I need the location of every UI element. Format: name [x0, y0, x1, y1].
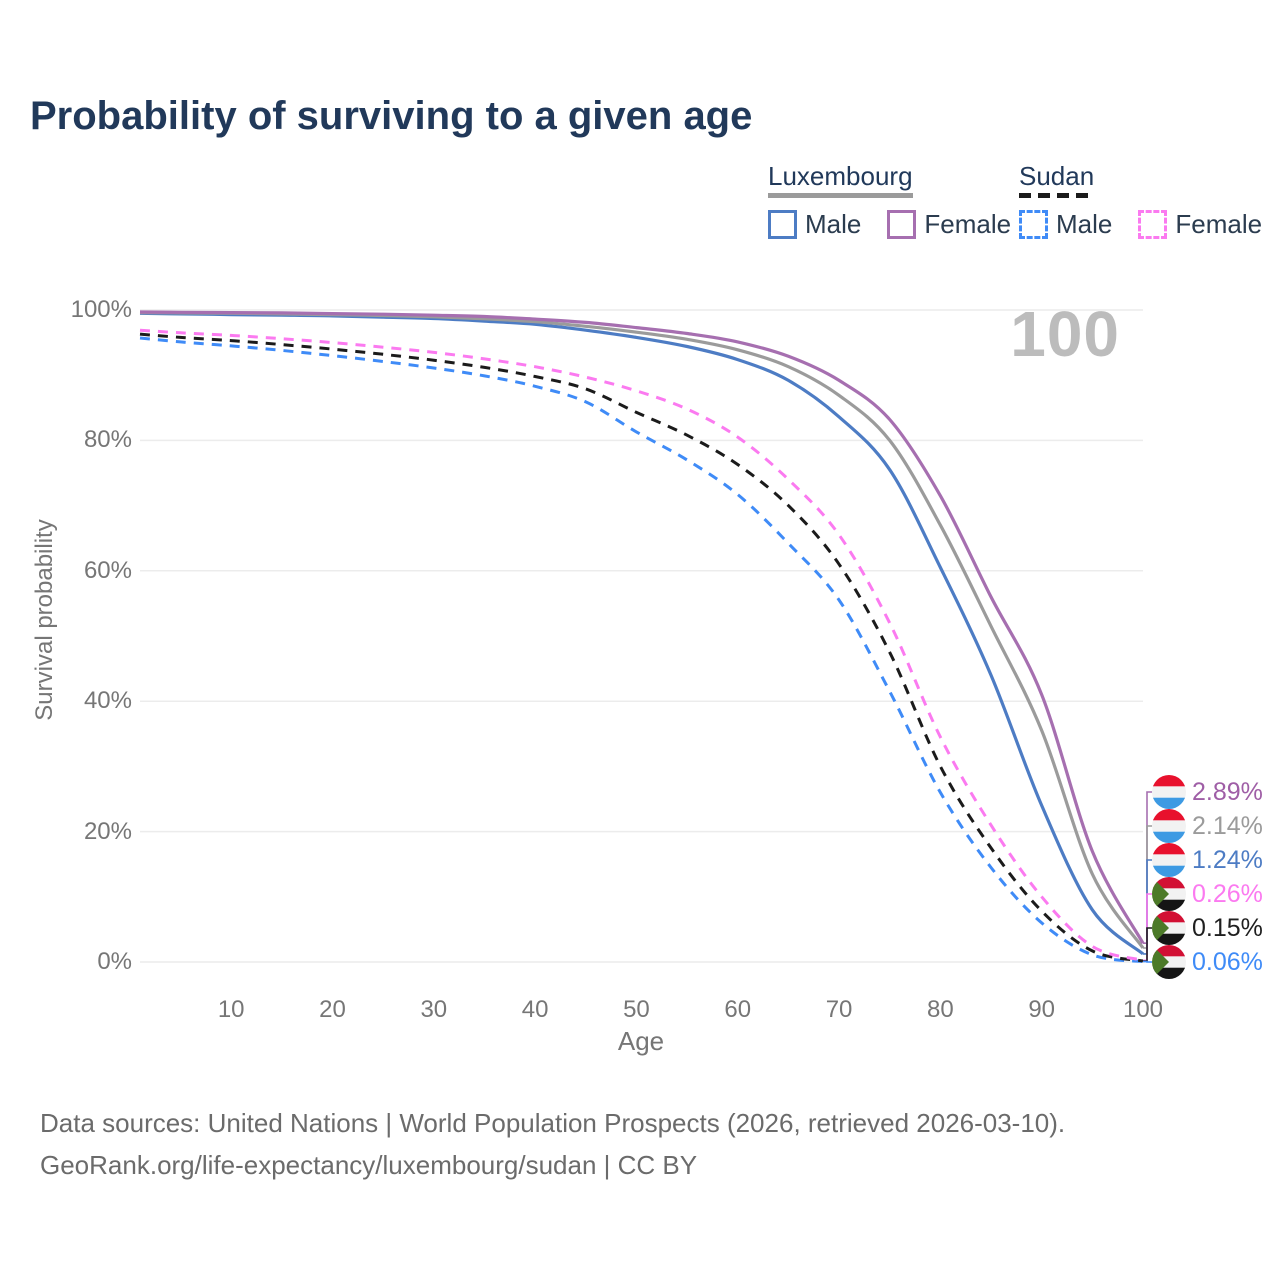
- legend-item-sudan-male[interactable]: Male: [1019, 209, 1112, 240]
- curve-sudan-both-sexes[interactable]: [139, 332, 1144, 963]
- curve-sudan-female[interactable]: [139, 328, 1144, 962]
- hovered-age-watermark: 100: [1010, 298, 1120, 370]
- page-title: Probability of surviving to a given age: [30, 94, 753, 138]
- luxembourg-flag-icon: [1152, 809, 1186, 843]
- end-label-sudan-both-sexes[interactable]: 0.15%: [1152, 911, 1263, 945]
- y-tick-60: 60%: [83, 556, 132, 584]
- legend-item-luxembourg-male[interactable]: Male: [768, 209, 861, 240]
- end-value-label: 0.26%: [1192, 880, 1263, 908]
- legend-item-label: Female: [924, 209, 1012, 239]
- x-tick-100: 100: [1122, 996, 1164, 1023]
- legend-group-luxembourg: Luxembourg Male Female: [768, 162, 1011, 240]
- curve-luxembourg-both-sexes[interactable]: [139, 311, 1145, 949]
- legend-country-header: Sudan: [1019, 161, 1095, 198]
- legend-checkbox-luxembourg-male: [768, 210, 797, 239]
- legend-item-sudan-female[interactable]: Female: [1138, 209, 1262, 240]
- legend-group-sudan: Sudan Male Female: [1019, 162, 1262, 240]
- luxembourg-flag-icon: [1152, 843, 1186, 877]
- end-value-label: 0.15%: [1192, 914, 1263, 942]
- y-tick-80: 80%: [83, 426, 132, 454]
- legend-country-header: Luxembourg: [768, 162, 913, 198]
- leader-line-sudan-both-sexes: [1143, 927, 1152, 962]
- x-tick-30: 30: [420, 996, 448, 1023]
- y-tick-0: 0%: [97, 948, 132, 975]
- legend-linestyle-solid-swatch: [768, 193, 913, 198]
- x-tick-10: 10: [217, 996, 245, 1023]
- luxembourg-flag-icon: [1152, 775, 1186, 809]
- sudan-flag-icon: [1152, 911, 1186, 945]
- end-label-luxembourg-female[interactable]: 2.89%: [1152, 775, 1263, 809]
- end-value-label: 1.24%: [1192, 846, 1263, 874]
- legend-item-label: Female: [1175, 209, 1263, 239]
- end-value-label: 0.06%: [1192, 948, 1263, 976]
- sudan-flag-icon: [1152, 877, 1186, 911]
- legend-linestyle-dashed-swatch: [1019, 193, 1095, 198]
- curve-sudan-male[interactable]: [139, 336, 1144, 964]
- end-value-label: 2.89%: [1192, 778, 1263, 806]
- curve-luxembourg-male[interactable]: [139, 311, 1145, 956]
- y-tick-20: 20%: [83, 817, 132, 845]
- sudan-flag-icon: [1152, 945, 1186, 979]
- end-label-sudan-female[interactable]: 0.26%: [1152, 877, 1263, 911]
- legend-checkbox-sudan-male: [1019, 210, 1048, 239]
- legend-item-label: Male: [1056, 209, 1113, 239]
- x-tick-90: 90: [1028, 996, 1056, 1023]
- legend-country-label-luxembourg: Luxembourg: [768, 161, 913, 191]
- attribution-line: GeoRank.org/life-expectancy/luxembourg/s…: [40, 1150, 698, 1180]
- legend-item-label: Male: [805, 209, 862, 239]
- end-label-luxembourg-both-sexes[interactable]: 2.14%: [1152, 809, 1263, 843]
- y-tick-100: 100%: [70, 296, 132, 323]
- x-tick-80: 80: [927, 996, 954, 1023]
- x-tick-50: 50: [623, 996, 650, 1023]
- data-sources-line: Data sources: United Nations | World Pop…: [40, 1108, 1066, 1138]
- end-label-luxembourg-male[interactable]: 1.24%: [1152, 843, 1263, 877]
- x-tick-40: 40: [521, 996, 549, 1023]
- legend-item-luxembourg-female[interactable]: Female: [887, 209, 1011, 240]
- curve-luxembourg-female[interactable]: [139, 310, 1145, 944]
- x-tick-20: 20: [319, 996, 346, 1023]
- y-axis-title: Survival probability: [31, 519, 58, 721]
- legend-checkbox-luxembourg-female: [887, 210, 917, 239]
- end-label-sudan-male[interactable]: 0.06%: [1152, 945, 1263, 979]
- x-axis-title: Age: [617, 1026, 665, 1056]
- x-tick-60: 60: [724, 996, 752, 1023]
- legend-country-label-sudan: Sudan: [1019, 161, 1095, 191]
- x-tick-70: 70: [825, 996, 853, 1023]
- legend-checkbox-sudan-female: [1138, 210, 1168, 239]
- end-value-label: 2.14%: [1192, 812, 1263, 840]
- y-tick-40: 40%: [83, 687, 132, 715]
